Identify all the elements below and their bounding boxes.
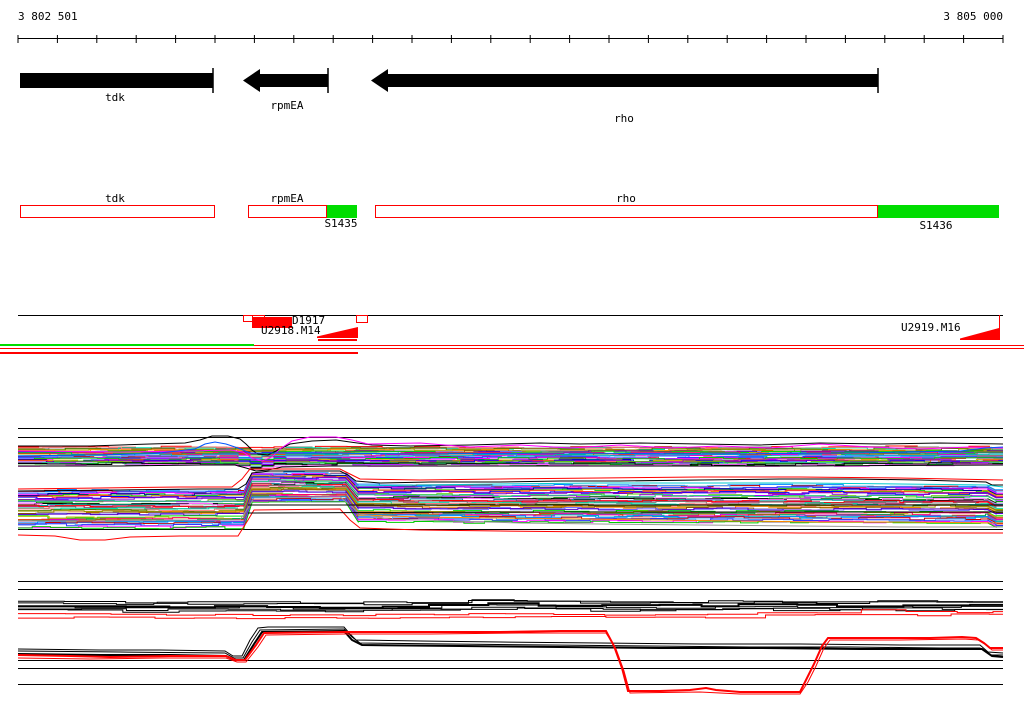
segment-green-S1436[interactable] (878, 205, 999, 218)
track-rule-line (318, 339, 357, 341)
track-rule-line (254, 345, 1024, 346)
gene-arrowhead-rho[interactable] (371, 69, 388, 92)
gene-arrow-label-rpmEA: rpmEA (270, 99, 304, 112)
outlier-gray (18, 496, 1003, 528)
red-pair (18, 613, 1003, 620)
gene-arrow-label-rho: rho (614, 112, 634, 125)
marker-label-U2919.M16: U2919.M16 (901, 321, 961, 334)
expression-line (18, 486, 1003, 511)
black-bundle (18, 600, 1003, 606)
envelope-black-top (18, 435, 1004, 456)
red-dip-shadow (17, 632, 1003, 695)
tiling-segment-outline[interactable] (356, 315, 368, 323)
segment-label-rho: rho (616, 192, 636, 205)
segment-box-rho[interactable] (375, 205, 878, 218)
track-rule-line (0, 344, 254, 346)
expression-line (18, 450, 1003, 455)
tiling-segment-filled[interactable] (252, 317, 292, 328)
track-rule-line (0, 352, 358, 354)
expression-line (18, 463, 1003, 470)
outlier-orange (355, 514, 1004, 524)
tiling-segment-outline[interactable] (243, 315, 253, 322)
black-bundle (18, 604, 1003, 610)
black-bundle (18, 607, 1003, 613)
marker-label-U2918.M14: U2918.M14 (261, 324, 321, 337)
expression-line (18, 498, 1003, 527)
segment-box-rpmEA[interactable] (248, 205, 327, 218)
red-pair (18, 609, 1003, 617)
envelope-black-bottom-upperband (18, 464, 1004, 472)
expression-line (18, 477, 1003, 500)
segment-green-label-S1435: S1435 (324, 217, 358, 230)
gene-arrowhead-rpmEA[interactable] (243, 69, 260, 92)
coverage-ramp (317, 327, 358, 338)
expression-line (18, 484, 1003, 510)
segment-label-rpmEA: rpmEA (270, 192, 304, 205)
segment-green-S1435[interactable] (327, 205, 357, 218)
black-step-a (17, 626, 1004, 657)
ruler-start-coordinate: 3 802 501 (18, 10, 78, 23)
expression-line (18, 474, 1003, 496)
gene-arrow-rho[interactable] (386, 74, 878, 87)
outlier-magenta (17, 436, 1004, 462)
red-dip-main (17, 630, 1003, 693)
outlier-cyan (353, 482, 1004, 488)
track-rule-line (0, 348, 1024, 349)
gene-arrow-tdk[interactable] (20, 73, 213, 88)
expression-line (18, 473, 1003, 496)
segment-green-label-S1436: S1436 (919, 219, 953, 232)
expression-line (18, 479, 1003, 503)
envelope-red-bottom (17, 508, 1003, 541)
envelope-black-top-lowerband (17, 470, 1003, 492)
coverage-ramp (960, 328, 999, 340)
marker-label-D1917: D1917 (292, 314, 326, 327)
outlier-blue (17, 441, 1004, 457)
flat-black-2 (247, 511, 1003, 514)
expression-line (18, 456, 1003, 461)
envelope-red-top-lowerband (17, 468, 1004, 490)
expression-line (18, 448, 1003, 453)
ruler-end-coordinate: 3 805 000 (943, 10, 1003, 23)
segment-label-tdk: tdk (105, 192, 125, 205)
gene-arrow-rpmEA[interactable] (258, 74, 328, 87)
gene-arrow-label-tdk: tdk (105, 91, 125, 104)
segment-box-tdk[interactable] (20, 205, 215, 218)
